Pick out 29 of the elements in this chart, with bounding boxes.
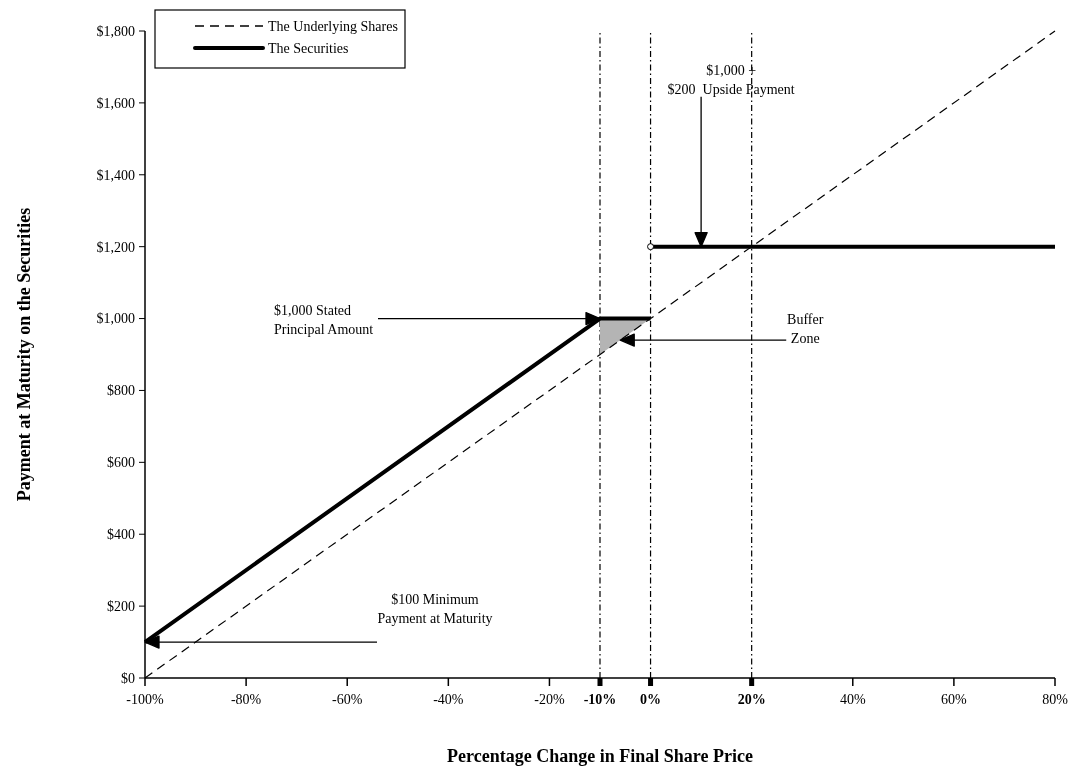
- annotation: $1,000 + $200 Upside Payment: [667, 62, 795, 97]
- y-tick-label: $0: [121, 670, 135, 686]
- legend-label: The Underlying Shares: [268, 18, 398, 34]
- legend-label: The Securities: [268, 40, 349, 56]
- y-tick-label: $1,000: [96, 311, 135, 327]
- annotation: $100 Minimum Payment at Maturity: [377, 592, 493, 627]
- annotation: Buffer Zone: [787, 312, 824, 347]
- x-tick-label: -80%: [230, 692, 262, 707]
- y-tick-label: $800: [107, 383, 135, 399]
- x-axis-title: Percentage Change in Final Share Price: [447, 746, 753, 766]
- x-tick-label: -100%: [126, 692, 164, 707]
- x-tick-label: 0%: [640, 692, 662, 707]
- y-tick-label: $1,200: [96, 239, 135, 255]
- y-tick-label: $1,400: [96, 167, 135, 183]
- y-tick-label: $600: [107, 455, 135, 471]
- y-tick-label: $1,600: [96, 95, 135, 111]
- x-tick-label: 40%: [839, 692, 866, 707]
- y-tick-label: $400: [107, 527, 135, 543]
- x-tick-label: -40%: [433, 692, 464, 707]
- x-tick-label: -10%: [583, 692, 617, 707]
- x-tick-label: 80%: [1042, 692, 1069, 707]
- y-tick-label: $1,800: [96, 23, 135, 39]
- x-tick-label: -20%: [534, 692, 565, 707]
- x-tick-label: -60%: [332, 692, 363, 707]
- annotation: $1,000 Stated Principal Amount: [274, 302, 374, 337]
- x-tick-label: 20%: [737, 692, 766, 707]
- y-axis-title: Payment at Maturity on the Securities: [14, 207, 34, 502]
- y-tick-label: $200: [107, 599, 135, 615]
- x-tick-label: 60%: [941, 692, 968, 707]
